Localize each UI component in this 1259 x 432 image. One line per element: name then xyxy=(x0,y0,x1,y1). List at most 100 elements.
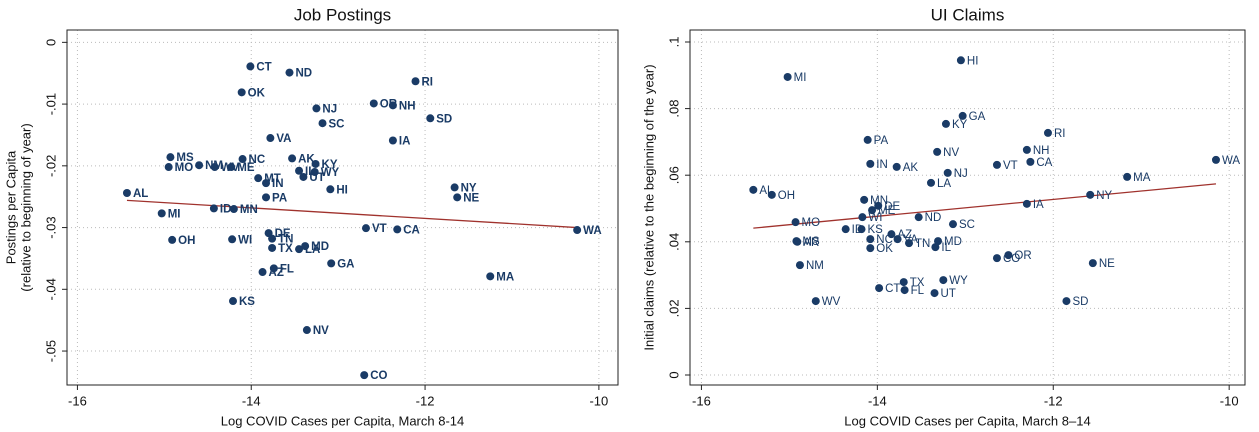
point xyxy=(1004,251,1013,260)
point xyxy=(875,284,884,293)
point-label: SD xyxy=(436,113,452,125)
point xyxy=(841,225,850,234)
point-label: MO xyxy=(175,162,194,174)
point-label: WY xyxy=(949,275,968,287)
point-label: ID xyxy=(852,224,864,236)
point xyxy=(388,101,397,110)
point-label: LA xyxy=(305,244,320,256)
point xyxy=(310,168,319,176)
point-label: KS xyxy=(239,296,255,308)
y-tick-label: .06 xyxy=(666,166,681,184)
point xyxy=(268,243,277,252)
point-label: NY xyxy=(461,182,477,194)
point xyxy=(228,297,237,306)
y-axis-label: Initial claims (relative to the beginnin… xyxy=(641,64,656,350)
point xyxy=(992,254,1001,263)
point xyxy=(266,134,275,143)
point xyxy=(237,88,246,97)
point-label: CA xyxy=(1036,157,1052,169)
point xyxy=(288,154,297,163)
plot-frame xyxy=(689,29,1246,386)
point xyxy=(892,162,901,171)
x-axis-label: Log COVID Cases per Capita, March 8-14 xyxy=(221,413,465,428)
point-label: OK xyxy=(876,243,893,255)
point-label: DE xyxy=(275,228,291,240)
point xyxy=(262,193,271,202)
point xyxy=(887,230,896,239)
point-label: NY xyxy=(1096,190,1112,202)
point xyxy=(285,68,294,77)
point xyxy=(791,218,800,227)
point xyxy=(238,155,247,164)
y-tick-label: 0 xyxy=(43,39,58,46)
point xyxy=(426,114,435,123)
point-label: SC xyxy=(959,219,975,231)
point-label: CT xyxy=(256,61,271,73)
point-label: OK xyxy=(248,87,266,99)
point-label: UT xyxy=(309,172,324,184)
point-label: IN xyxy=(876,159,888,171)
x-tick-label: -14 xyxy=(242,393,261,408)
x-tick-label: -10 xyxy=(589,393,608,408)
point xyxy=(269,264,278,273)
point xyxy=(793,237,802,246)
point xyxy=(318,119,327,128)
x-tick-label: -10 xyxy=(1220,393,1239,408)
point-label: KY xyxy=(952,119,968,131)
y-tick-label: 0 xyxy=(666,371,681,378)
point xyxy=(941,119,950,128)
point-label: GA xyxy=(969,111,986,123)
y-tick-label: .1 xyxy=(666,37,681,48)
point xyxy=(327,259,336,268)
point-label: NV xyxy=(313,325,329,337)
point xyxy=(299,172,308,181)
point xyxy=(209,204,218,213)
point xyxy=(992,160,1001,169)
y-tick-label: .08 xyxy=(666,100,681,118)
point xyxy=(1211,155,1220,164)
point-label: ME xyxy=(878,205,896,217)
point-label: ND xyxy=(925,212,942,224)
point-label: MA xyxy=(1133,172,1151,184)
point-label: ME xyxy=(237,162,255,174)
point xyxy=(369,99,378,108)
point xyxy=(122,188,131,197)
point-label: WI xyxy=(238,234,252,246)
point-label: VT xyxy=(372,223,387,235)
point xyxy=(931,243,940,252)
point xyxy=(268,234,277,243)
point-label: AZ xyxy=(269,267,284,279)
y-axis-label: Postings per Capita xyxy=(3,150,18,264)
point-label: OH xyxy=(178,235,195,247)
point xyxy=(874,201,883,210)
point-label: MD xyxy=(311,241,329,253)
point-label: AK xyxy=(298,153,315,165)
point-label: GA xyxy=(337,258,354,270)
point xyxy=(258,268,267,277)
point xyxy=(361,224,370,233)
point-label: KS xyxy=(868,224,884,236)
point-label: CO xyxy=(1003,253,1020,265)
point-label: DE xyxy=(884,201,900,213)
point xyxy=(1026,157,1035,166)
point-label: ND xyxy=(295,68,312,80)
point-label: MI xyxy=(794,72,807,84)
point-label: WV xyxy=(822,296,841,308)
point-label: IL xyxy=(305,166,315,178)
point xyxy=(388,136,397,145)
point-label: AK xyxy=(903,162,919,174)
point-label: CT xyxy=(885,283,900,295)
point xyxy=(195,161,204,170)
point xyxy=(948,220,957,229)
fit-line xyxy=(753,183,1217,229)
point xyxy=(450,183,459,192)
point xyxy=(943,168,952,177)
point-label: MN xyxy=(240,204,258,216)
chart-title: UI Claims xyxy=(931,5,1005,24)
point xyxy=(164,163,173,172)
point-label: ID xyxy=(220,203,232,215)
point-label: RI xyxy=(1054,128,1066,140)
point xyxy=(229,205,238,214)
point xyxy=(168,235,177,244)
point xyxy=(914,213,923,222)
